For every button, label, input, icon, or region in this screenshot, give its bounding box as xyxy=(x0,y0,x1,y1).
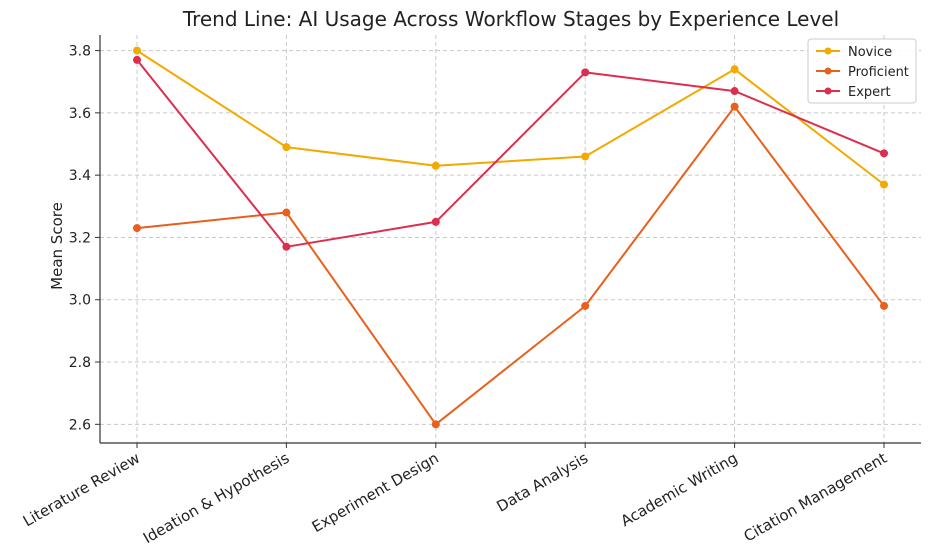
x-tick-label: Academic Writing xyxy=(618,449,741,530)
data-point-novice xyxy=(133,46,141,55)
legend-label-novice: Novice xyxy=(848,45,892,60)
data-point-expert xyxy=(133,55,141,64)
y-tick-label: 3.4 xyxy=(69,168,91,184)
series-line-expert xyxy=(136,59,885,248)
x-tick-label: Citation Management xyxy=(741,449,890,546)
y-tick-label: 2.6 xyxy=(69,417,91,433)
series-novice xyxy=(133,46,888,189)
data-point-expert xyxy=(880,149,888,158)
data-point-expert xyxy=(431,217,440,226)
data-point-novice xyxy=(880,180,888,189)
data-point-proficient xyxy=(880,301,888,310)
series-expert xyxy=(133,55,888,251)
y-tick-label: 3.0 xyxy=(69,293,91,309)
data-point-proficient xyxy=(730,102,739,111)
axis-layer xyxy=(99,35,921,444)
series-line-novice xyxy=(136,49,885,186)
y-tick-label: 3.2 xyxy=(69,230,91,246)
data-point-novice xyxy=(730,65,739,74)
y-axis-label: Mean Score xyxy=(48,202,66,290)
data-point-novice xyxy=(431,161,440,170)
chart-title: Trend Line: AI Usage Across Workflow Sta… xyxy=(182,7,839,31)
x-tick-label: Literature Review xyxy=(20,449,143,530)
y-tick-label: 2.8 xyxy=(69,355,91,371)
legend-box xyxy=(807,38,917,104)
data-point-novice xyxy=(581,152,590,161)
legend-label-expert: Expert xyxy=(848,85,891,100)
legend-swatch-dot-proficient xyxy=(824,67,832,75)
legend-swatch-dot-expert xyxy=(824,87,832,95)
data-point-proficient xyxy=(133,224,141,233)
legend: Novice Proficient Expert xyxy=(807,38,917,104)
series-proficient xyxy=(133,102,888,429)
data-point-expert xyxy=(581,68,590,77)
y-tick-label: 3.8 xyxy=(69,44,91,60)
series-line-proficient xyxy=(136,105,885,426)
data-point-proficient xyxy=(282,208,291,217)
data-point-proficient xyxy=(581,301,590,310)
y-tick-label: 3.6 xyxy=(69,106,91,122)
legend-label-proficient: Proficient xyxy=(848,65,909,80)
data-point-proficient xyxy=(431,420,440,429)
data-point-novice xyxy=(282,143,291,152)
y-tick-labels: 2.6 2.8 3.0 3.2 3.4 3.6 3.8 xyxy=(69,44,100,433)
data-point-expert xyxy=(730,87,739,96)
grid-layer xyxy=(100,35,921,443)
legend-swatch-dot-novice xyxy=(824,47,832,55)
x-tick-label: Data Analysis xyxy=(494,449,592,516)
x-tick-label: Ideation & Hypothesis xyxy=(140,449,293,547)
series-layer xyxy=(133,46,888,429)
x-tick-label: Experiment Design xyxy=(309,449,442,536)
data-point-expert xyxy=(282,242,291,251)
